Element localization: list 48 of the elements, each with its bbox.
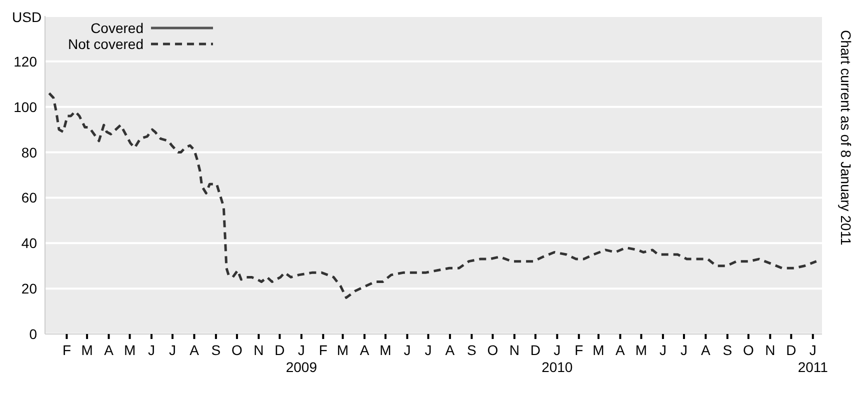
x-tick-label: S bbox=[467, 342, 476, 358]
x-tick-label: A bbox=[616, 342, 626, 358]
x-tick-label: D bbox=[274, 342, 285, 358]
x-tick-label: J bbox=[680, 342, 688, 358]
x-tick-label: F bbox=[318, 342, 328, 358]
x-tick-label: M bbox=[336, 342, 349, 358]
x-tick-label: A bbox=[190, 342, 200, 358]
x-tick-label: A bbox=[701, 342, 712, 358]
y-tick-label: 60 bbox=[21, 190, 38, 206]
x-tick-label: J bbox=[169, 342, 176, 358]
x-tick-label: O bbox=[742, 342, 754, 358]
y-tick-label: 0 bbox=[29, 326, 38, 342]
x-tick-label: J bbox=[659, 342, 666, 358]
x-tick-label: O bbox=[487, 342, 498, 358]
x-tick-label: M bbox=[81, 342, 93, 358]
x-tick-label: J 2010 bbox=[542, 342, 573, 375]
legend-label: Covered bbox=[90, 20, 144, 36]
y-tick-label: 40 bbox=[21, 235, 38, 252]
x-tick-label: N bbox=[254, 342, 264, 358]
x-tick-label: A bbox=[445, 342, 456, 358]
legend-label: Not covered bbox=[68, 36, 144, 52]
x-tick-label: J 2009 bbox=[286, 342, 318, 375]
y-tick-label: 120 bbox=[14, 53, 38, 70]
x-tick-label: S bbox=[722, 342, 732, 358]
line-series bbox=[48, 92, 818, 299]
x-tick-label: N bbox=[509, 342, 520, 358]
x-tick-label: F bbox=[574, 342, 584, 358]
y-axis-title: USD bbox=[12, 9, 42, 25]
x-tick-label: J bbox=[424, 342, 432, 358]
x-tick-label: M bbox=[380, 342, 392, 358]
x-tick-label: D bbox=[786, 342, 796, 358]
x-tick-label: J bbox=[148, 342, 155, 358]
x-tick-label: S bbox=[211, 342, 221, 358]
x-tick-label: A bbox=[360, 342, 370, 358]
y-tick-label: 20 bbox=[21, 280, 38, 297]
x-tick-label: J bbox=[404, 342, 411, 358]
y-tick-label: 100 bbox=[14, 98, 38, 115]
x-tick-label: M bbox=[635, 342, 648, 358]
x-tick-label: D bbox=[530, 342, 541, 358]
x-tick-label: M bbox=[592, 342, 604, 358]
x-tick-label: F bbox=[62, 342, 71, 358]
x-tick-label: M bbox=[124, 342, 136, 358]
y-tick-label: 80 bbox=[21, 144, 38, 160]
x-tick-label: N bbox=[765, 342, 776, 358]
x-tick-label: J 2011 bbox=[798, 342, 828, 375]
x-tick-label: A bbox=[104, 342, 114, 358]
x-tick-label: O bbox=[232, 342, 243, 358]
text: Chart current as of 8 January 2011 bbox=[838, 30, 854, 246]
